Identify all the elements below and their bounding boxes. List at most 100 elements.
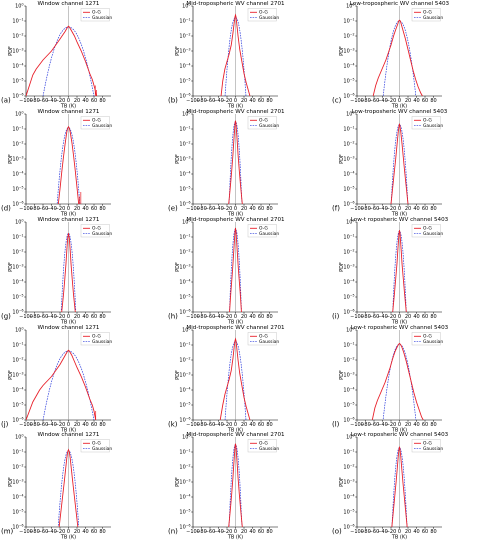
gaussian-curve [42, 26, 95, 96]
x-tick-label: 0 [234, 422, 237, 428]
x-tick-label: −40 [377, 206, 388, 212]
legend-box [411, 439, 441, 453]
y-tick-label: 10−6 [12, 309, 23, 316]
y-tick-label: 10−6 [343, 309, 354, 316]
legend-label-gaussian: Gaussian [259, 339, 279, 345]
x-tick-label: −40 [213, 529, 224, 535]
y-tick-label: 10−5 [12, 294, 23, 301]
legend-label-gaussian: Gaussian [423, 339, 443, 345]
x-tick-label: −40 [46, 422, 57, 428]
legend-label-gaussian: Gaussian [92, 339, 112, 345]
y-tick-label: 10−3 [12, 48, 23, 55]
chart-panel: −100−80−60−40−20 0 20 40 60 80 10−6 10−5 10−4 10−… [168, 217, 285, 326]
x-tick-label: 60 [258, 529, 264, 535]
og-curve [372, 19, 423, 96]
x-tick-label: −40 [46, 98, 57, 104]
y-tick-label: 100 [15, 3, 23, 10]
panel-label: (f) [332, 205, 340, 213]
x-tick-label: 80 [266, 422, 272, 428]
og-curve [228, 443, 243, 527]
chart-panel: −100−80−60−40−20 0 20 40 60 80 10−6 10−5 10−4 10−… [332, 432, 449, 541]
x-tick-label: −60 [205, 98, 216, 104]
gaussian-curve [382, 20, 417, 96]
x-tick-label: 20 [74, 206, 80, 212]
x-axis-label: TB (K) [391, 428, 407, 434]
x-tick-label: −80 [360, 98, 371, 104]
chart-title: Low-t roposheric WV channel 5403 [351, 217, 449, 223]
x-tick-label: 40 [413, 98, 419, 104]
y-tick-label: 10−3 [343, 372, 354, 379]
x-tick-label: −60 [369, 206, 380, 212]
x-tick-label: −100 [19, 422, 33, 428]
x-tick-label: 0 [398, 314, 401, 320]
y-tick-label: 10−4 [179, 171, 190, 178]
y-tick-label: 10−4 [179, 494, 190, 501]
x-tick-label: −80 [29, 529, 40, 535]
y-tick-label: 10−4 [12, 279, 23, 286]
legend-box [80, 439, 110, 453]
x-tick-label: 20 [405, 529, 411, 535]
x-tick-label: −60 [369, 314, 380, 320]
legend-box [80, 224, 110, 238]
legend-label-gaussian: Gaussian [259, 15, 279, 21]
y-tick-label: 10−6 [343, 93, 354, 100]
x-tick-label: −100 [19, 529, 33, 535]
og-curve [220, 13, 251, 96]
x-tick-label: 20 [241, 98, 247, 104]
x-tick-label: −40 [377, 529, 388, 535]
y-axis-label: PDF [175, 262, 181, 272]
legend-label-og: O-G [259, 10, 268, 16]
x-tick-label: 0 [67, 98, 70, 104]
y-tick-label: 100 [346, 3, 354, 10]
y-tick-label: 10−6 [12, 93, 23, 100]
x-tick-label: −40 [213, 314, 224, 320]
x-tick-label: 80 [99, 529, 105, 535]
y-tick-label: 100 [346, 111, 354, 118]
panel-label: (d) [1, 205, 11, 213]
y-tick-label: 10−2 [12, 464, 23, 471]
x-tick-label: 40 [82, 529, 88, 535]
y-tick-label: 10−2 [343, 33, 354, 40]
x-tick-label: −100 [186, 529, 200, 535]
x-tick-label: −20 [55, 98, 66, 104]
x-tick-label: −60 [38, 529, 49, 535]
y-tick-label: 10−1 [12, 234, 23, 241]
legend-label-og: O-G [423, 334, 432, 340]
y-axis-label: PDF [175, 370, 181, 380]
chart-title: Low-troposheric WV channel 5403 [352, 109, 448, 115]
y-tick-label: 10−4 [179, 279, 190, 286]
legend-label-gaussian: Gaussian [423, 446, 443, 452]
x-tick-label: 80 [266, 206, 272, 212]
y-tick-label: 10−6 [179, 524, 190, 531]
y-tick-label: 10−6 [343, 201, 354, 208]
y-tick-label: 10−1 [12, 126, 23, 133]
legend-label-gaussian: Gaussian [92, 15, 112, 21]
x-tick-label: 60 [91, 206, 97, 212]
x-axis-label: TB (K) [227, 104, 243, 110]
x-axis-label: TB (K) [60, 320, 76, 326]
x-tick-label: −60 [205, 529, 216, 535]
x-tick-label: 0 [67, 314, 70, 320]
y-tick-label: 10−1 [12, 449, 23, 456]
y-axis-label: PDF [339, 262, 345, 272]
x-tick-label: 40 [249, 98, 255, 104]
x-tick-label: 40 [82, 206, 88, 212]
og-curve [391, 446, 408, 527]
legend-box [247, 332, 277, 346]
x-tick-label: 40 [413, 529, 419, 535]
legend-label-og: O-G [259, 118, 268, 124]
x-tick-label: 80 [430, 422, 436, 428]
x-tick-label: −20 [386, 529, 397, 535]
gaussian-curve [224, 340, 247, 420]
x-tick-label: 0 [234, 98, 237, 104]
panel-label: (n) [168, 528, 178, 536]
legend-label-gaussian: Gaussian [423, 231, 443, 237]
panel-label: (b) [168, 97, 178, 105]
x-tick-label: −60 [205, 206, 216, 212]
chart-title: Mid-tropospheric WV channel 2701 [186, 109, 285, 115]
chart-panel: −100−80−60−40−20 0 20 40 60 80 10−6 10−5 10−4 10−… [168, 432, 285, 541]
legend-box [80, 8, 110, 22]
x-tick-label: 0 [398, 529, 401, 535]
y-tick-label: 10−3 [12, 372, 23, 379]
x-tick-label: −20 [386, 422, 397, 428]
